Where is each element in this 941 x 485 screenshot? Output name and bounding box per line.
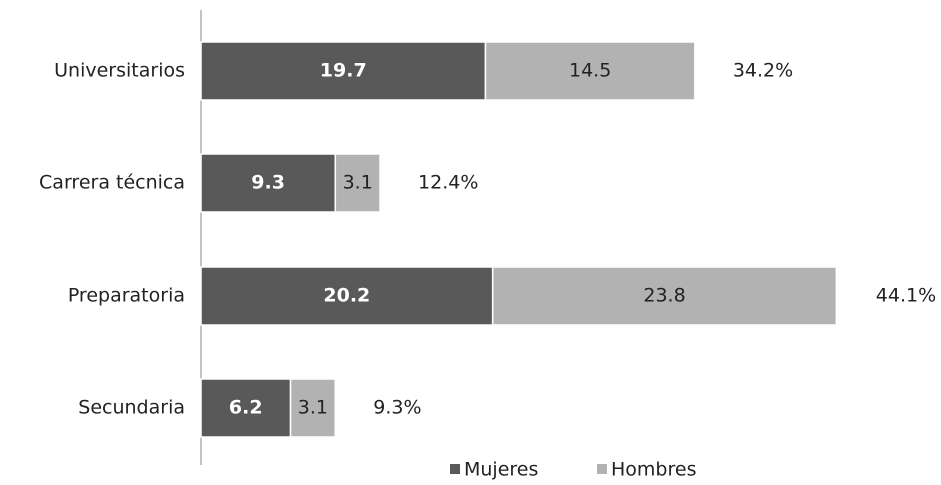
category-label: Universitarios [54, 60, 185, 82]
bar-segment [491, 266, 838, 326]
category-label: Preparatoria [68, 285, 185, 307]
category-label: Secundaria [78, 397, 185, 419]
bar-segment [334, 153, 381, 213]
data-label: 20.2 [323, 285, 370, 307]
bar-segment [289, 378, 337, 438]
total-label: 9.3% [373, 397, 421, 419]
bar-segment [200, 153, 337, 213]
data-label: 23.8 [643, 285, 685, 307]
data-label: 9.3 [251, 172, 285, 194]
data-label: 3.1 [343, 172, 373, 194]
total-label: 12.4% [418, 172, 478, 194]
bar-segment [484, 41, 696, 101]
legend-swatch [450, 464, 460, 474]
total-label: 44.1% [876, 285, 936, 307]
legend-label: Hombres [611, 459, 696, 481]
legend-label: Mujeres [464, 459, 538, 481]
data-label: 19.7 [320, 60, 367, 82]
category-label: Carrera técnica [39, 172, 185, 194]
data-label: 14.5 [569, 60, 611, 82]
data-label: 3.1 [298, 397, 328, 419]
total-label: 34.2% [733, 60, 793, 82]
data-label: 6.2 [229, 397, 263, 419]
legend-swatch [597, 464, 607, 474]
